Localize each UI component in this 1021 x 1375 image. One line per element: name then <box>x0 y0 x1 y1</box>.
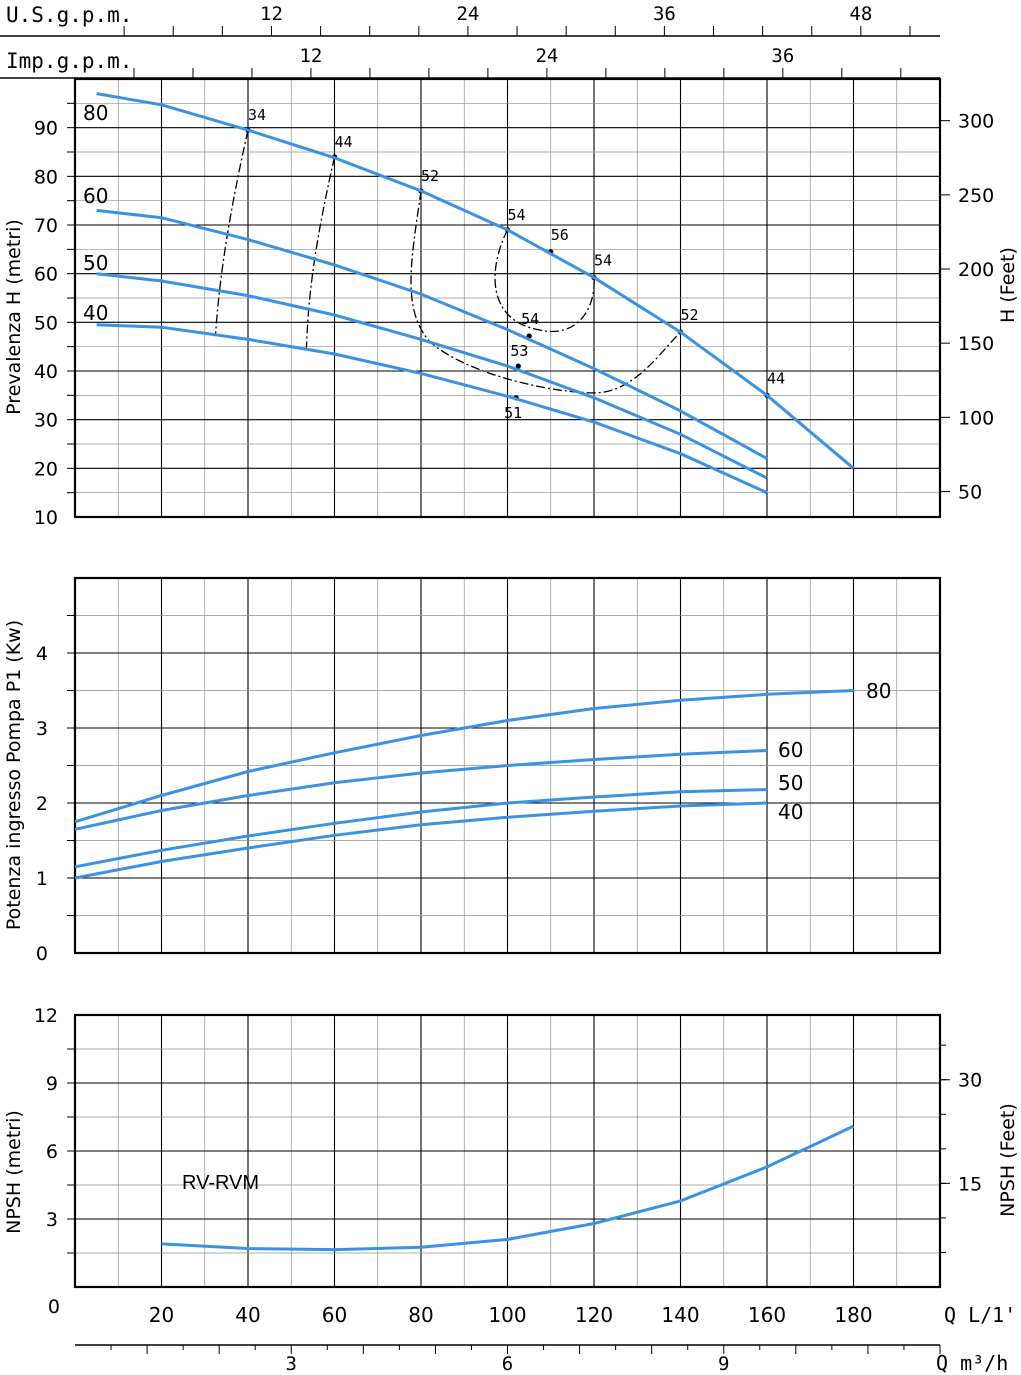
impgpm-label: Imp.g.p.m. <box>6 49 132 73</box>
power-y-tick-label: 1 <box>36 868 48 890</box>
usgpm-label: U.S.g.p.m. <box>6 3 132 27</box>
x-m3h-tick-label: 6 <box>502 1353 513 1375</box>
x-lmin-tick-label: 160 <box>748 1303 786 1327</box>
npsh-y-tick-label: 12 <box>34 1005 58 1027</box>
power-curve-label-60: 60 <box>778 738 803 762</box>
power-y-tick-label: 0 <box>36 943 48 965</box>
head-y-tick-label: 20 <box>34 458 58 480</box>
power-curve-50 <box>74 788 768 869</box>
power-curve-60 <box>74 749 768 831</box>
head-curve-40 <box>96 323 768 495</box>
efficiency-curve-54 <box>494 229 595 333</box>
npsh-y-tick-label: 9 <box>46 1073 58 1095</box>
impgpm-tick-label: 12 <box>299 45 322 67</box>
efficiency-label: 52 <box>681 306 699 324</box>
efficiency-label: 44 <box>335 133 353 151</box>
x-lmin-tick-label: 100 <box>488 1303 526 1327</box>
head-feet-tick-label: 150 <box>958 333 994 355</box>
efficiency-label: 54 <box>521 310 539 328</box>
power-y-tick-label: 4 <box>36 643 48 665</box>
power-curve-label-40: 40 <box>778 800 803 824</box>
npsh-feet-tick-label: 30 <box>958 1070 982 1092</box>
x-lmin-tick-label: 40 <box>235 1303 260 1327</box>
efficiency-point <box>515 363 521 369</box>
head-y-tick-label: 60 <box>34 264 58 286</box>
efficiency-label: 34 <box>248 106 266 124</box>
head-curve-label-50: 50 <box>83 251 108 275</box>
usgpm-tick-label: 48 <box>849 3 872 25</box>
head-y-tick-label: 40 <box>34 361 58 383</box>
x-lmin-tick-label: 120 <box>575 1303 613 1327</box>
head-feet-axis-label: H (Feet) <box>997 247 1019 323</box>
head-curve-60 <box>96 208 768 460</box>
usgpm-tick-label: 24 <box>456 3 479 25</box>
npsh-model-label: RV-RVM <box>182 1172 260 1194</box>
x-m3h-tick-label: 3 <box>286 1353 297 1375</box>
efficiency-label: 44 <box>767 369 785 387</box>
power-curve-80 <box>74 689 854 824</box>
efficiency-label: 54 <box>594 252 612 270</box>
x-lmin-axis-label: Q L/1' <box>944 1303 1016 1327</box>
efficiency-curve-34 <box>214 129 249 335</box>
efficiency-label: 51 <box>504 404 522 422</box>
head-y-axis-label: Prevalenza H (metri) <box>3 219 25 415</box>
x-lmin-tick-label: 180 <box>834 1303 872 1327</box>
npsh-y-tick-label: 6 <box>46 1141 58 1163</box>
head-feet-tick-label: 300 <box>958 111 994 133</box>
head-curve-label-40: 40 <box>83 301 108 325</box>
x-lmin-tick-label: 20 <box>149 1303 174 1327</box>
power-curve-40 <box>74 801 768 880</box>
npsh-y-tick-label: 3 <box>46 1209 58 1231</box>
head-y-tick-label: 50 <box>34 312 58 334</box>
power-y-tick-label: 3 <box>36 718 48 740</box>
power-y-tick-label: 2 <box>36 793 48 815</box>
npsh-y-axis-label: NPSH (metri) <box>3 1110 25 1234</box>
head-y-tick-label: 80 <box>34 166 58 188</box>
head-y-tick-label: 10 <box>34 507 58 529</box>
npsh-feet-axis-label: NPSH (Feet) <box>997 1103 1019 1217</box>
x-m3h-tick-label: 9 <box>718 1353 729 1375</box>
npsh-y-tick-label: 0 <box>48 1296 60 1318</box>
power-curve-label-50: 50 <box>778 771 803 795</box>
head-y-tick-label: 30 <box>34 410 58 432</box>
impgpm-tick-label: 24 <box>535 45 558 67</box>
efficiency-label: 54 <box>508 206 526 224</box>
x-lmin-tick-label: 80 <box>408 1303 433 1327</box>
efficiency-label: 53 <box>510 342 528 360</box>
head-curve-50 <box>96 272 768 480</box>
efficiency-curve-44 <box>305 156 336 350</box>
x-lmin-tick-label: 140 <box>661 1303 699 1327</box>
efficiency-curve-52 <box>410 190 681 394</box>
usgpm-tick-label: 12 <box>260 3 283 25</box>
npsh-curve <box>161 1124 855 1252</box>
head-feet-tick-label: 50 <box>958 481 982 503</box>
efficiency-label: 56 <box>551 226 569 244</box>
head-feet-tick-label: 100 <box>958 407 994 429</box>
head-feet-tick-label: 200 <box>958 259 994 281</box>
npsh-feet-tick-label: 15 <box>958 1173 982 1195</box>
impgpm-tick-label: 36 <box>771 45 794 67</box>
head-curve-label-60: 60 <box>83 184 108 208</box>
head-y-tick-label: 70 <box>34 215 58 237</box>
power-curve-label-80: 80 <box>866 679 891 703</box>
head-curve-label-80: 80 <box>83 101 108 125</box>
x-lmin-tick-label: 60 <box>322 1303 347 1327</box>
usgpm-tick-label: 36 <box>653 3 676 25</box>
head-feet-tick-label: 250 <box>958 185 994 207</box>
head-y-tick-label: 90 <box>34 118 58 140</box>
x-m3h-axis-label: Q m³/h <box>936 1351 1008 1375</box>
head-curve-80 <box>96 92 855 470</box>
power-y-axis-label: Potenza ingresso Pompa P1 (Kw) <box>3 620 25 930</box>
efficiency-label: 52 <box>421 167 439 185</box>
